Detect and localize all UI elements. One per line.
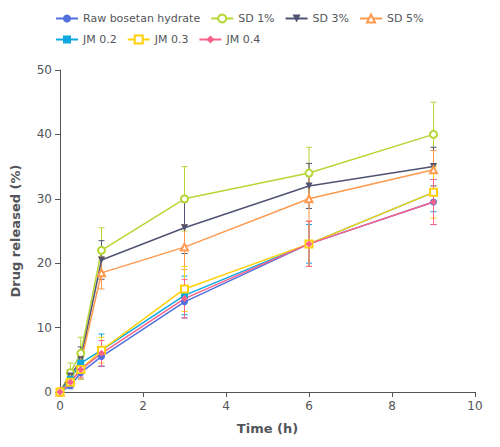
svg-text:40: 40 [37, 127, 52, 141]
svg-text:Time (h): Time (h) [237, 421, 298, 436]
svg-text:SD 5%: SD 5% [387, 12, 423, 25]
svg-text:JM 0.2: JM 0.2 [82, 33, 117, 46]
svg-text:SD 1%: SD 1% [238, 12, 274, 25]
svg-text:10: 10 [467, 399, 482, 413]
svg-text:4: 4 [222, 399, 230, 413]
svg-text:Raw bosetan hydrate: Raw bosetan hydrate [83, 12, 200, 25]
svg-text:6: 6 [305, 399, 313, 413]
svg-text:SD 3%: SD 3% [313, 12, 349, 25]
svg-text:Drug released (%): Drug released (%) [8, 165, 23, 298]
svg-text:2: 2 [139, 399, 147, 413]
svg-text:10: 10 [37, 321, 52, 335]
svg-text:0: 0 [56, 399, 64, 413]
svg-text:JM 0.4: JM 0.4 [225, 33, 260, 46]
svg-text:JM 0.3: JM 0.3 [154, 33, 189, 46]
svg-text:0: 0 [44, 385, 52, 399]
svg-text:30: 30 [37, 192, 52, 206]
svg-text:8: 8 [388, 399, 396, 413]
svg-text:50: 50 [37, 63, 52, 77]
svg-text:20: 20 [37, 256, 52, 270]
